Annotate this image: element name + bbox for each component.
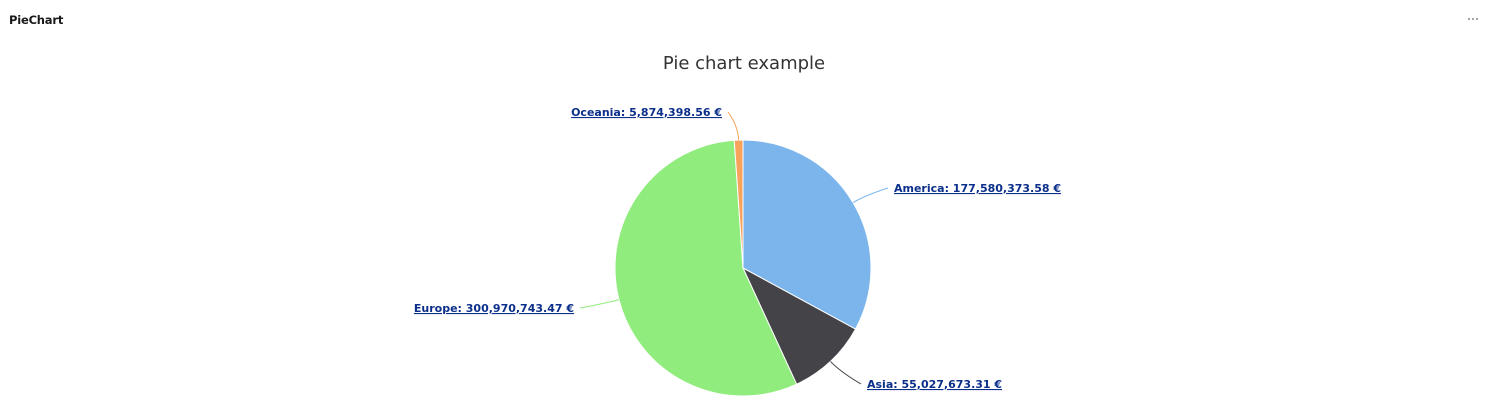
label-connectors [579,111,889,385]
pie-slices [614,139,872,397]
chart-title: Pie chart example [663,53,825,74]
menu-dot [1472,18,1474,20]
connector-asia [830,361,862,385]
connector-oceania [727,111,740,141]
panel-title: PieChart [9,13,64,27]
connector-europe [579,299,620,309]
pie-slice-europe[interactable] [614,139,798,397]
slice-label-america[interactable]: America: 177,580,373.58 € [894,182,1061,195]
connector-america [852,187,889,203]
pie-slice-america[interactable] [742,139,872,330]
menu-dot [1476,18,1478,20]
slice-label-oceania[interactable]: Oceania: 5,874,398.56 € [571,106,722,119]
menu-dot [1468,18,1470,20]
slice-label-europe[interactable]: Europe: 300,970,743.47 € [414,302,574,315]
slice-label-asia[interactable]: Asia: 55,027,673.31 € [867,378,1002,391]
slice-labels: America: 177,580,373.58 € Asia: 55,027,67… [414,106,1061,391]
more-horizontal-icon[interactable] [1462,10,1484,28]
pie-slice-asia[interactable] [741,266,857,385]
